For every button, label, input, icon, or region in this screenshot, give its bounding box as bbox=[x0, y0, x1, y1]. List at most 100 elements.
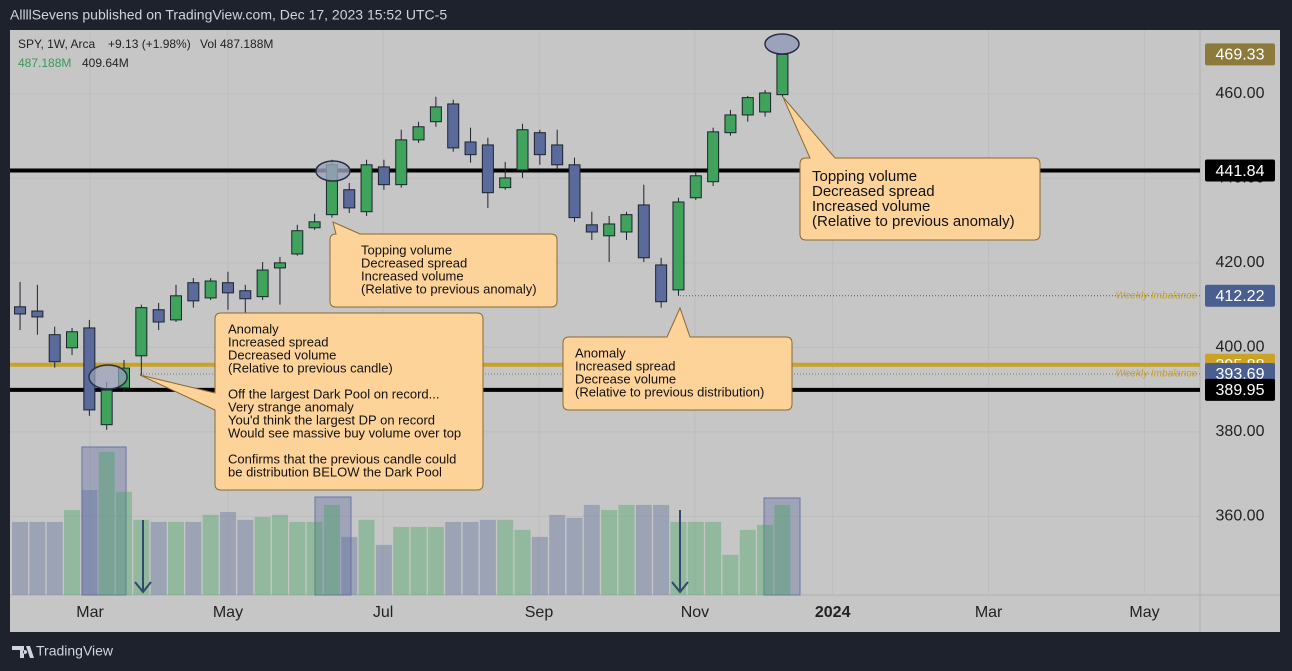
candle-body bbox=[308, 221, 321, 229]
callout-line: Topping volume bbox=[361, 242, 452, 257]
candle-body bbox=[759, 92, 772, 113]
callout-line: Decreased volume bbox=[228, 347, 336, 362]
marker-ellipse bbox=[764, 33, 800, 55]
volume-bar bbox=[185, 521, 202, 595]
candle-body bbox=[499, 177, 512, 189]
volume-bar bbox=[566, 517, 583, 595]
callout-box bbox=[782, 96, 1041, 241]
volume-bar bbox=[150, 521, 167, 595]
y-tick-label: 460.00 bbox=[1216, 85, 1265, 102]
callout-line: Increased volume bbox=[361, 268, 464, 283]
callout-line: Increased spread bbox=[575, 358, 675, 373]
volume-bar bbox=[202, 514, 219, 595]
y-tick-label: 400.00 bbox=[1216, 339, 1265, 356]
price-label: 389.95 bbox=[1216, 382, 1265, 399]
callout-line: Decrease volume bbox=[575, 371, 676, 386]
volume-bar bbox=[12, 521, 29, 595]
highlight-box bbox=[81, 446, 127, 596]
x-tick-label: Sep bbox=[525, 604, 554, 621]
y-tick-label: 360.00 bbox=[1216, 508, 1265, 525]
volume-bar bbox=[393, 526, 410, 595]
candle-body bbox=[551, 144, 564, 166]
volume-bar bbox=[687, 521, 704, 595]
candle-body bbox=[429, 106, 442, 123]
highlight-box bbox=[763, 497, 801, 596]
volume-bar bbox=[653, 504, 670, 595]
candle-body bbox=[377, 166, 390, 186]
callout-line: Anomaly bbox=[575, 345, 626, 360]
volume-bar bbox=[133, 519, 150, 595]
volume-bar bbox=[81, 489, 98, 595]
price-label: 441.84 bbox=[1216, 163, 1265, 180]
volume-bar bbox=[98, 451, 115, 595]
candle-body bbox=[187, 282, 200, 302]
volume-bar bbox=[445, 521, 462, 595]
candle-body bbox=[533, 132, 546, 156]
candle-body bbox=[568, 164, 581, 219]
candle-body bbox=[31, 310, 44, 318]
highlight-box bbox=[314, 496, 352, 596]
volume-bar bbox=[601, 509, 618, 595]
callouts bbox=[139, 96, 1041, 491]
volume-bar bbox=[549, 514, 566, 595]
candle-body bbox=[464, 141, 477, 156]
marker-ellipse bbox=[88, 364, 128, 390]
y-tick-label: 420.00 bbox=[1216, 254, 1265, 271]
x-tick-label: Jul bbox=[373, 604, 393, 621]
volume-bar bbox=[219, 511, 236, 595]
volume-bar bbox=[375, 544, 392, 595]
markers bbox=[88, 33, 800, 594]
candle-body bbox=[135, 307, 148, 357]
volume-bar bbox=[774, 504, 791, 595]
axes: 360.00380.00400.00420.00440.00460.00MarM… bbox=[76, 43, 1275, 621]
candle-body bbox=[204, 280, 217, 299]
brand: TradingView bbox=[36, 643, 114, 659]
callout-line: You'd think the largest DP on record bbox=[228, 412, 435, 427]
callout-line: Decreased spread bbox=[361, 255, 467, 270]
legend-volume-label: Vol bbox=[200, 37, 217, 51]
candles bbox=[14, 51, 789, 430]
volume-bar bbox=[64, 509, 81, 595]
candle-body bbox=[221, 282, 234, 294]
y-tick-label: 380.00 bbox=[1216, 423, 1265, 440]
candle-body bbox=[100, 389, 113, 426]
legend-volume-current: 487.188M bbox=[18, 56, 71, 70]
volume-bar bbox=[116, 491, 133, 595]
x-tick-label: Mar bbox=[975, 604, 1003, 621]
volume-bar bbox=[618, 504, 635, 595]
candle-body bbox=[169, 295, 182, 321]
volume-bar bbox=[358, 519, 375, 595]
candle-body bbox=[256, 269, 269, 298]
volume-bar bbox=[514, 529, 531, 595]
legend-volume: 487.188M bbox=[220, 37, 273, 51]
candle-body bbox=[291, 230, 304, 255]
volume-bar bbox=[722, 554, 739, 595]
volume-bar bbox=[670, 521, 687, 595]
x-tick-label: Nov bbox=[681, 604, 709, 621]
callout-line: (Relative to previous candle) bbox=[228, 360, 393, 375]
volume-bar bbox=[479, 519, 496, 595]
volume-bar bbox=[289, 521, 306, 595]
candle-body bbox=[273, 262, 286, 269]
brand-logo bbox=[12, 646, 34, 658]
volume-pane bbox=[12, 451, 791, 595]
callout-line: Topping volume bbox=[812, 168, 917, 185]
volume-bar bbox=[29, 521, 46, 595]
legend-volume-average: 409.64M bbox=[82, 56, 129, 70]
volume-bar bbox=[462, 521, 479, 595]
callout-line: Very strange anomaly bbox=[228, 399, 354, 414]
callout-line: Anomaly bbox=[228, 321, 279, 336]
candle-body bbox=[447, 103, 460, 149]
candle-body bbox=[14, 306, 27, 315]
candle-body bbox=[655, 264, 668, 303]
price-label-bg bbox=[1205, 43, 1275, 66]
candle-body bbox=[620, 214, 633, 233]
callout-line: Confirms that the previous candle could bbox=[228, 451, 456, 466]
callout-box bbox=[329, 221, 558, 308]
volume-bar bbox=[341, 536, 358, 595]
candle-body bbox=[707, 131, 720, 183]
price-label: 469.33 bbox=[1216, 47, 1265, 64]
